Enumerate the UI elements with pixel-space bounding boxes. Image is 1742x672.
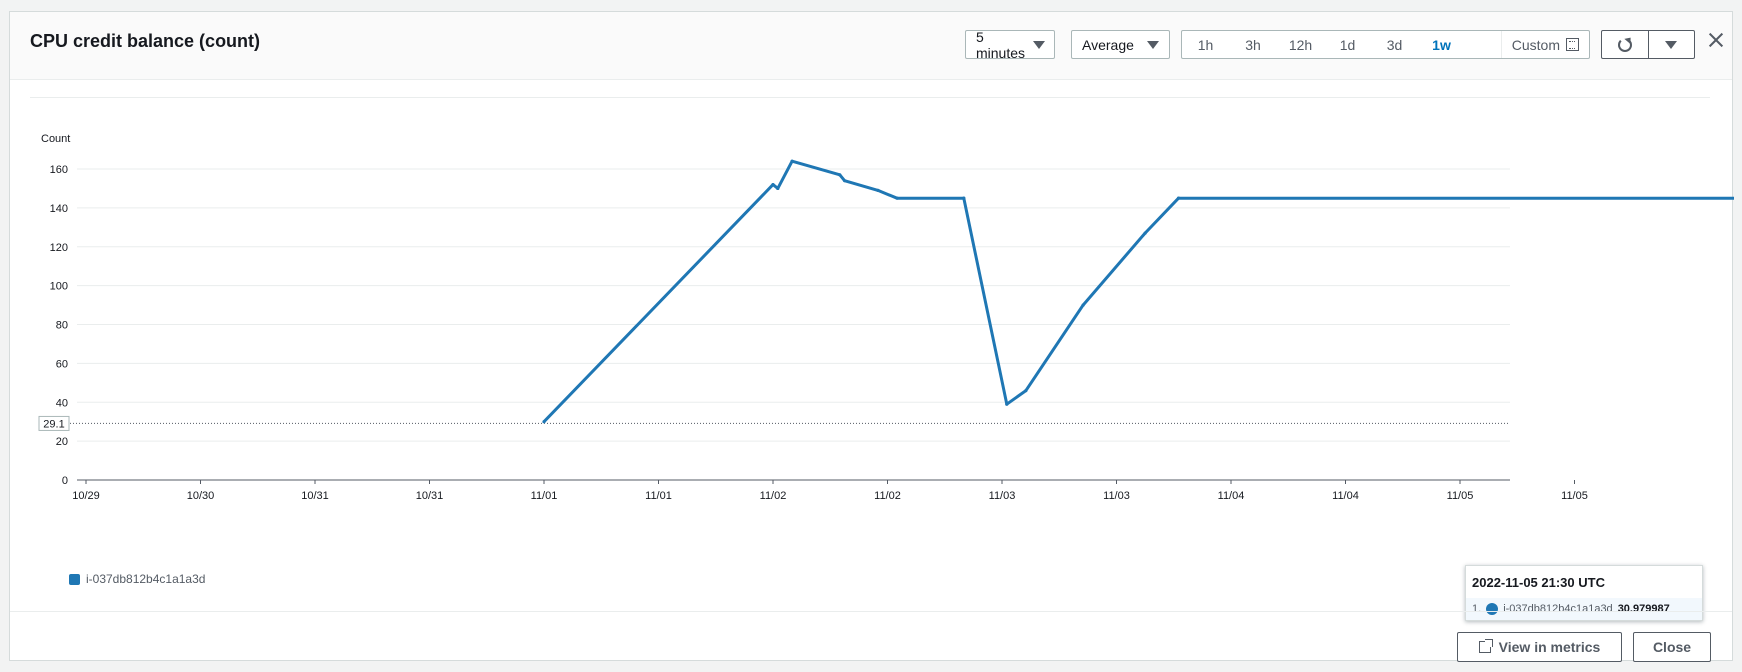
x-tick-label: 10/31	[416, 490, 444, 502]
x-tick-label: 11/05	[1447, 490, 1474, 502]
close-label: Close	[1652, 639, 1692, 655]
legend: i-037db812b4c1a1a3d	[69, 572, 205, 586]
line-chart: Count 0 20 40 60 80 100 120 140 160 10/29 10/30 10/3…	[38, 133, 1734, 502]
data-point	[1024, 388, 1028, 393]
y-tick-label: 140	[50, 203, 68, 215]
custom-range-button[interactable]: Custom	[1500, 31, 1589, 58]
custom-label: Custom	[1511, 36, 1560, 53]
tooltip-row: 1. i-037db812b4c1a1a3d 30.979987	[1466, 598, 1702, 620]
refresh-button[interactable]	[1602, 31, 1648, 58]
data-point	[962, 196, 966, 200]
legend-label: i-037db812b4c1a1a3d	[86, 572, 206, 586]
y-tick-label: 80	[56, 320, 68, 332]
range-1w[interactable]: 1w	[1432, 36, 1451, 53]
view-in-metrics-label: View in metrics	[1498, 639, 1601, 655]
data-point	[1081, 303, 1085, 307]
tooltip-time: 2022-11-05 21:30 UTC	[1472, 575, 1605, 590]
external-link-icon	[1478, 639, 1493, 653]
caret-down-icon	[1147, 40, 1159, 49]
series-line	[542, 159, 1734, 423]
metric-modal: CPU credit balance (count) 5 minutes Ave…	[9, 11, 1734, 662]
data-point	[542, 420, 546, 424]
data-point	[771, 182, 775, 187]
close-button[interactable]: Close	[1633, 632, 1711, 662]
data-point	[1005, 402, 1009, 406]
x-tick-label: 10/30	[187, 490, 215, 502]
caret-down-icon	[1665, 40, 1678, 49]
caret-down-icon	[1033, 40, 1046, 49]
data-point	[838, 173, 842, 177]
x-tick-label: 10/31	[301, 490, 329, 502]
statistic-dropdown[interactable]: Average	[1071, 30, 1170, 59]
x-tick-label: 11/02	[874, 490, 901, 502]
tooltip-series: i-037db812b4c1a1a3d	[1503, 603, 1613, 615]
x-tick-label: 11/04	[1332, 490, 1359, 502]
x-tick-label: 11/05	[1561, 490, 1588, 502]
period-dropdown[interactable]: 5 minutes	[965, 28, 1055, 61]
data-point	[790, 159, 794, 163]
x-tick-label: 11/04	[1218, 490, 1245, 502]
data-point	[776, 186, 780, 191]
x-tick-label: 11/03	[1103, 490, 1130, 502]
data-point	[1143, 231, 1147, 235]
y-tick-label: 100	[50, 281, 68, 293]
period-value: 5 minutes	[976, 28, 1026, 61]
tooltip-index: 1.	[1472, 603, 1482, 615]
x-tick-label: 11/01	[645, 490, 672, 502]
refresh-icon	[1617, 37, 1632, 52]
y-tick-label: 40	[56, 397, 68, 409]
y-tick-label: 160	[50, 164, 68, 176]
range-3h[interactable]: 3h	[1245, 36, 1261, 53]
data-point	[1176, 196, 1181, 200]
data-point	[842, 179, 847, 183]
range-1d[interactable]: 1d	[1339, 36, 1356, 53]
y-tick-label: 120	[50, 242, 68, 254]
range-3d[interactable]: 3d	[1386, 36, 1403, 53]
y-tick-label: 0	[62, 475, 68, 487]
modal-header: CPU credit balance (count) 5 minutes Ave…	[10, 12, 1732, 80]
calendar-icon	[1566, 38, 1579, 51]
range-1h[interactable]: 1h	[1197, 36, 1214, 53]
view-in-metrics-button[interactable]: View in metrics	[1457, 632, 1622, 662]
x-tick-label: 11/01	[531, 490, 558, 502]
time-range-selector: 1h 3h 12h 1d 3d 1w Custom	[1181, 30, 1590, 59]
y-axis-label: Count	[41, 133, 70, 145]
x-tick-label: 11/03	[989, 490, 1016, 502]
tooltip-value: 30.979987	[1617, 603, 1670, 615]
refresh-options-button[interactable]	[1647, 31, 1695, 58]
page-title: CPU credit balance (count)	[30, 31, 261, 51]
x-tick-label: 10/29	[72, 490, 100, 502]
statistic-value: Average	[1082, 36, 1134, 53]
y-tick-label: 60	[56, 358, 68, 370]
refresh-button-group	[1601, 30, 1695, 59]
divider	[30, 97, 1710, 98]
range-12h[interactable]: 12h	[1288, 36, 1313, 53]
legend-swatch	[69, 573, 80, 585]
data-point	[895, 196, 899, 200]
x-tick-label: 11/02	[760, 490, 787, 502]
y-tick-label: 20	[56, 436, 68, 448]
data-point	[876, 188, 880, 192]
tooltip: 2022-11-05 21:30 UTC 1. i-037db812b4c1a1…	[1465, 565, 1703, 621]
footer-divider	[10, 611, 1732, 612]
series-dot	[1486, 603, 1499, 615]
threshold-label-box	[38, 415, 70, 431]
threshold-label: 29.1	[43, 418, 64, 430]
